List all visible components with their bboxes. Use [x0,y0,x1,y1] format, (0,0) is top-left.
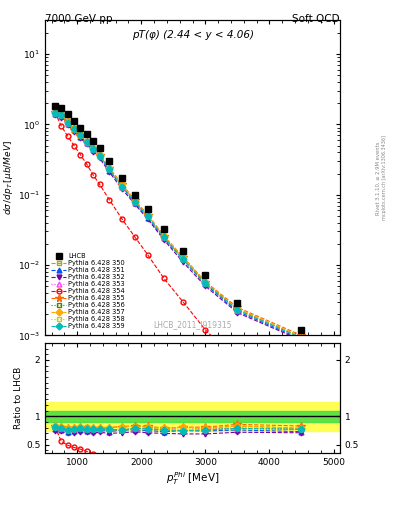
Legend: LHCB, Pythia 6.428 350, Pythia 6.428 351, Pythia 6.428 352, Pythia 6.428 353, Py: LHCB, Pythia 6.428 350, Pythia 6.428 351… [51,253,125,329]
Text: mcplots.cern.ch [arXiv:1306.3436]: mcplots.cern.ch [arXiv:1306.3436] [382,136,387,220]
Text: LHCB_2011_I919315: LHCB_2011_I919315 [153,320,232,329]
Y-axis label: Ratio to LHCB: Ratio to LHCB [14,367,23,429]
Text: Soft QCD: Soft QCD [292,14,340,25]
Text: 7000 GeV pp: 7000 GeV pp [45,14,113,25]
Y-axis label: $d\sigma\,/dp_T\,[\mu b/MeV]$: $d\sigma\,/dp_T\,[\mu b/MeV]$ [2,140,15,216]
Text: pT(φ) (2.44 < y < 4.06): pT(φ) (2.44 < y < 4.06) [132,30,253,40]
Bar [45,411,340,422]
X-axis label: $p_T^{Phi}$ [MeV]: $p_T^{Phi}$ [MeV] [166,470,219,486]
Bar [45,402,340,431]
Text: Rivet 3.1.10, ≥ 2.9M events: Rivet 3.1.10, ≥ 2.9M events [376,141,380,215]
